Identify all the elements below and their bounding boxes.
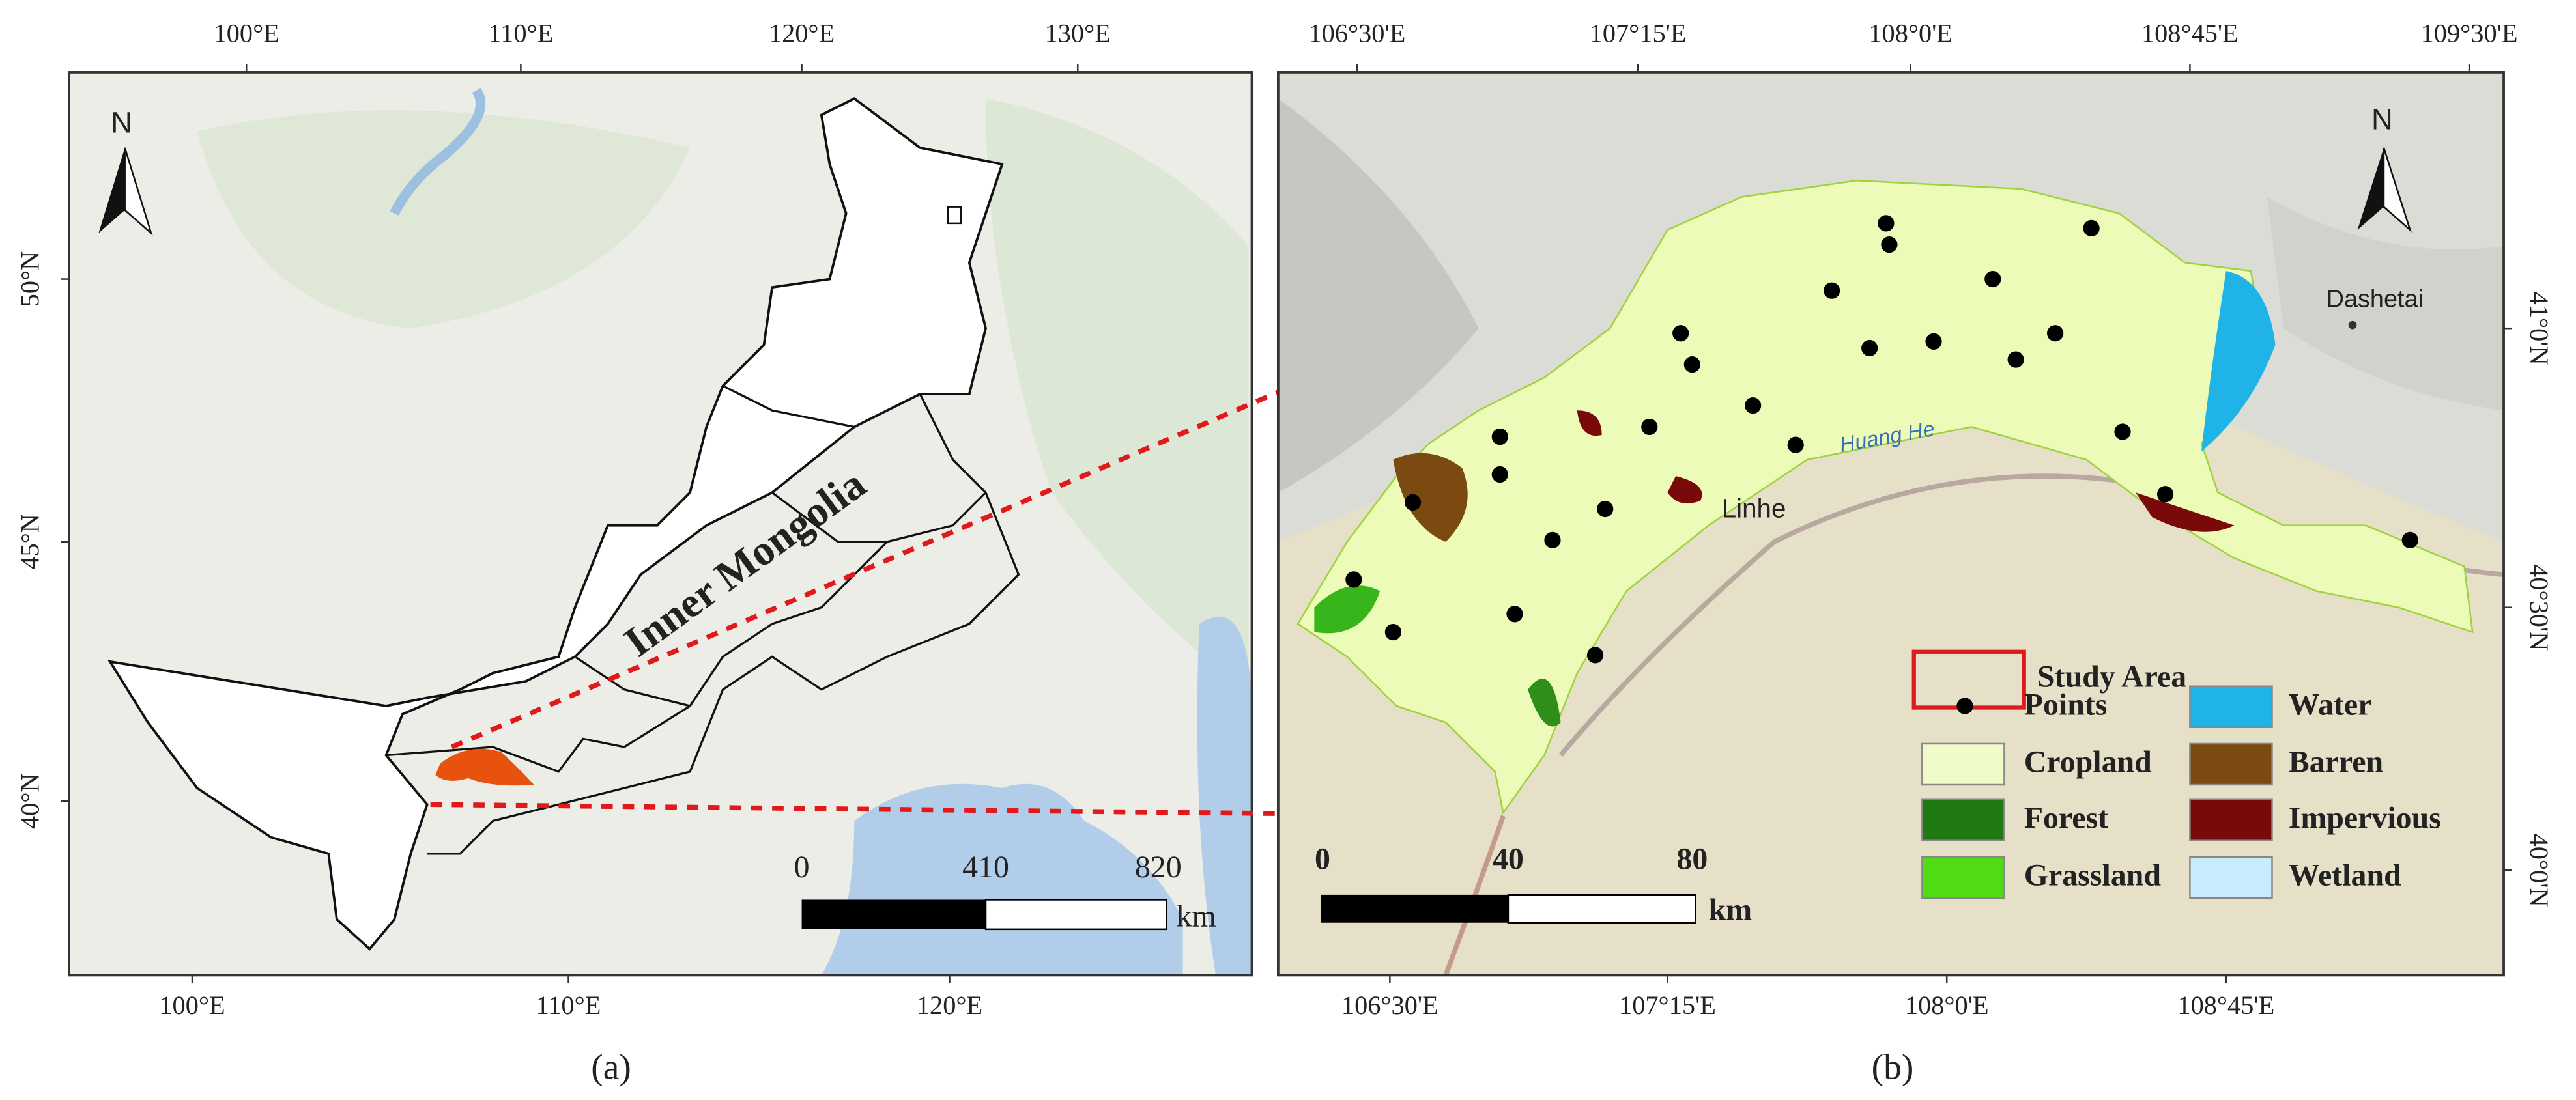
sample-point [2401, 531, 2418, 548]
sample-point [1491, 428, 1508, 445]
sample-point [1672, 325, 1689, 342]
legend-label: Study Area [2037, 660, 2186, 694]
scale-label: 0 [794, 850, 810, 884]
scale-label: 820 [1135, 850, 1182, 884]
legend-label: Barren [2289, 745, 2383, 780]
caption: (a) [591, 1047, 631, 1086]
tick-label: 130°E [1045, 19, 1111, 48]
sample-point [1597, 500, 1614, 518]
scale-unit: km [1709, 893, 1753, 927]
legend-swatch [1921, 856, 2005, 899]
legend-label: Grassland [2024, 858, 2162, 893]
sample-point [2083, 219, 2100, 237]
sample-point [1878, 215, 1895, 232]
scale-bar [1507, 894, 1696, 924]
legend-label: Points [2024, 688, 2108, 722]
tick-label: 107°15'E [1590, 19, 1687, 48]
legend-swatch [2189, 856, 2273, 899]
legend-swatch [2189, 798, 2273, 841]
sample-point [2156, 486, 2174, 503]
scale-label: 410 [962, 850, 1009, 884]
legend-label: Forest [2024, 800, 2109, 835]
sample-point [1405, 494, 1422, 511]
place-label: Linhe [1722, 494, 1786, 524]
legend-label: Water [2289, 688, 2372, 722]
link-line [450, 222, 1669, 750]
sample-point [1384, 623, 1401, 641]
legend-label: Impervious [2289, 800, 2441, 835]
north-arrow [2383, 147, 2412, 233]
tick-label: 120°E [917, 991, 982, 1020]
tick-label: 110°E [536, 991, 601, 1020]
sample-point [1881, 236, 1898, 253]
scale-label: 0 [1315, 841, 1330, 876]
sample-point [1506, 606, 1523, 623]
sample-point [1984, 270, 2001, 288]
north-label: N [111, 106, 132, 139]
tick-label: 109°30'E [2421, 19, 2518, 48]
tick-label: 120°E [769, 19, 835, 48]
sample-point [1861, 339, 1878, 357]
tick-label: 45°N [16, 514, 45, 570]
tick-label: 40°0'N [2525, 834, 2554, 907]
frame-b [1276, 71, 2505, 977]
legend-label: Cropland [2024, 745, 2152, 780]
place-label: Dashetai [2326, 285, 2424, 313]
map-b [1278, 72, 2504, 976]
tick-label: 40°30'N [2525, 564, 2554, 651]
tick-label: 50°N [16, 251, 45, 307]
tick-label: 108°0'E [1905, 991, 1989, 1020]
legend-swatch [1956, 698, 1973, 714]
tick-label: 100°E [159, 991, 225, 1020]
scale-bar [801, 899, 986, 929]
tick-label: 110°E [488, 19, 553, 48]
tick-label: 41°0'N [2525, 292, 2554, 365]
north-arrow [124, 147, 153, 236]
tick-label: 106°30'E [1308, 19, 1405, 48]
graticule-labels: 100°E 110°E 120°E 130°E 100°E 110°E 120°E 50°N 4… [16, 19, 2555, 1020]
scale-bar [1321, 894, 1508, 923]
tick-label: 106°30'E [1341, 991, 1438, 1020]
legend-swatch [1921, 742, 2005, 786]
sample-point [1544, 531, 1561, 548]
sample-point [1641, 418, 1658, 436]
sample-point [1683, 356, 1700, 373]
scale-unit: km [1177, 899, 1216, 934]
sample-point [1491, 466, 1508, 483]
north-label: N [2371, 103, 2393, 136]
sample-points [1345, 215, 2418, 664]
scale-label: 80 [1676, 841, 1708, 876]
tick-label: 40°N [16, 773, 45, 829]
sample-point [2114, 423, 2131, 440]
place-dot [2348, 320, 2357, 330]
sample-point [1745, 397, 1762, 414]
legend-label: Wetland [2289, 858, 2401, 893]
link-line [430, 802, 1504, 819]
legend-swatch [2189, 742, 2273, 786]
scale-bar [984, 899, 1167, 931]
sample-point [2007, 351, 2024, 368]
sample-point [1787, 436, 1804, 453]
tick-label: 108°0'E [1868, 19, 1953, 48]
tick-label: 100°E [214, 19, 279, 48]
sample-point [1824, 282, 1840, 299]
sample-point [1586, 647, 1604, 664]
tick-label: 108°45'E [2177, 991, 2274, 1020]
legend-swatch [2189, 685, 2273, 729]
north-arrow [98, 147, 125, 233]
sample-point [1925, 333, 1942, 350]
legend-swatch [1921, 798, 2005, 841]
tick-label: 107°15'E [1619, 991, 1716, 1020]
sample-point [1345, 571, 1362, 588]
map-a [68, 72, 1252, 976]
scale-label: 40 [1493, 841, 1524, 876]
frame-a [68, 71, 1253, 977]
sample-point [2047, 325, 2064, 342]
tick-label: 108°45'E [2141, 19, 2239, 48]
caption: (b) [1872, 1047, 1914, 1086]
